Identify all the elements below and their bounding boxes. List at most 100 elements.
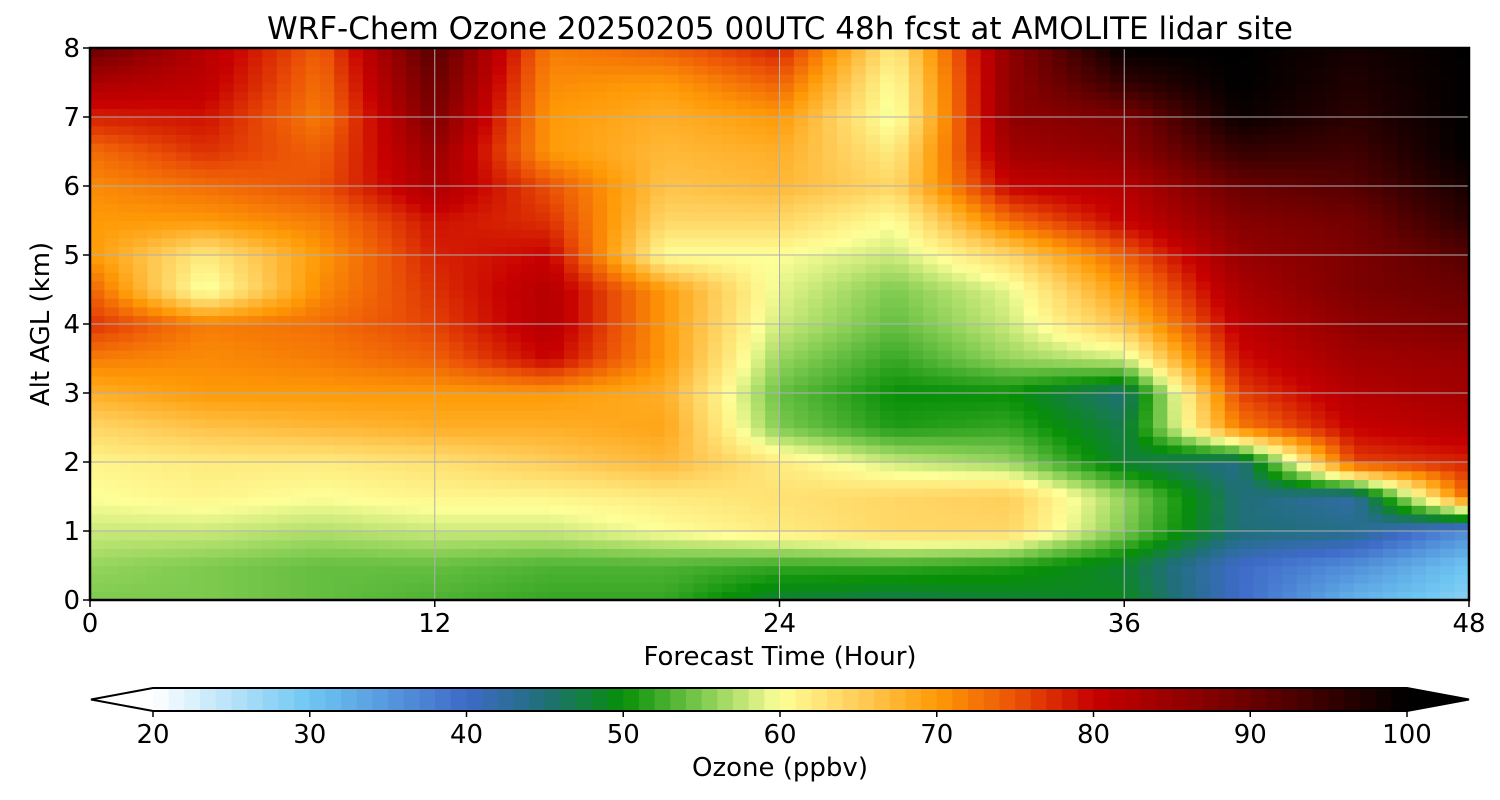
heatmap-cell: [391, 548, 407, 558]
heatmap-cell: [118, 160, 134, 170]
heatmap-cell: [1038, 263, 1054, 273]
heatmap-cell: [477, 556, 493, 567]
heatmap-cell: [291, 470, 307, 480]
heatmap-cell: [578, 186, 594, 196]
heatmap-cell: [736, 255, 752, 265]
heatmap-cell: [1454, 332, 1469, 342]
heatmap-cell: [664, 358, 680, 368]
heatmap-cell: [549, 436, 565, 446]
heatmap-cell: [836, 211, 853, 222]
heatmap-cell: [334, 393, 350, 403]
heatmap-cell: [1052, 194, 1068, 204]
heatmap-cell: [793, 229, 809, 239]
heatmap-cell: [549, 160, 565, 170]
heatmap-cell: [1009, 410, 1025, 420]
heatmap-cell: [1440, 160, 1456, 170]
heatmap-cell: [334, 436, 350, 446]
heatmap-cell: [1224, 255, 1240, 265]
heatmap-cell: [1210, 367, 1226, 377]
heatmap-cell: [1181, 151, 1197, 161]
heatmap-cell: [894, 289, 910, 299]
heatmap-cell: [1454, 177, 1469, 187]
heatmap-cell: [1224, 263, 1240, 273]
heatmap-cell: [1282, 548, 1298, 558]
heatmap-cell: [750, 565, 766, 575]
heatmap-cell: [592, 522, 608, 532]
heatmap-cell: [1181, 367, 1197, 377]
heatmap-cell: [362, 177, 378, 187]
heatmap-cell: [305, 168, 321, 179]
heatmap-cell: [664, 367, 680, 377]
heatmap-cell: [1009, 591, 1025, 600]
heatmap-cell: [1397, 582, 1413, 593]
heatmap-cell: [420, 358, 436, 368]
heatmap-cell: [894, 272, 910, 282]
heatmap-cell: [765, 186, 781, 196]
heatmap-cell: [1339, 556, 1355, 567]
heatmap-cell: [176, 591, 192, 600]
heatmap-cell: [1425, 470, 1441, 480]
heatmap-cell: [793, 574, 809, 584]
heatmap-cell: [262, 418, 278, 429]
heatmap-cell: [535, 444, 551, 455]
heatmap-cell: [1167, 255, 1183, 265]
heatmap-cell: [161, 211, 177, 222]
heatmap-cell: [693, 453, 709, 463]
heatmap-cell: [1339, 186, 1355, 196]
heatmap-cell: [276, 582, 292, 593]
heatmap-cell: [822, 384, 838, 394]
heatmap-cell: [549, 324, 565, 334]
heatmap-cell: [1440, 229, 1456, 239]
heatmap-cell: [994, 487, 1011, 498]
heatmap-cell: [305, 418, 321, 429]
heatmap-cell: [1425, 194, 1441, 204]
heatmap-cell: [1267, 349, 1283, 360]
heatmap-cell: [1066, 401, 1082, 411]
heatmap-cell: [362, 160, 378, 170]
heatmap-cell: [147, 513, 163, 524]
heatmap-cell: [319, 255, 335, 265]
heatmap-cell: [994, 479, 1011, 489]
heatmap-cell: [736, 237, 752, 248]
heatmap-cell: [549, 470, 565, 480]
heatmap-cell: [836, 513, 853, 524]
heatmap-cell: [334, 237, 350, 248]
heatmap-cell: [262, 513, 278, 524]
heatmap-cell: [923, 237, 939, 248]
heatmap-cell: [90, 513, 106, 524]
heatmap-cell: [147, 548, 163, 558]
heatmap-cell: [750, 375, 766, 386]
heatmap-cell: [966, 505, 982, 515]
heatmap-cell: [1038, 367, 1054, 377]
heatmap-cell: [994, 289, 1011, 299]
heatmap-cell: [793, 315, 809, 325]
heatmap-cell: [147, 556, 163, 567]
heatmap-cell: [1167, 393, 1183, 403]
heatmap-cell: [1310, 186, 1327, 196]
heatmap-cell: [994, 582, 1011, 593]
heatmap-cell: [851, 306, 867, 317]
heatmap-cell: [578, 358, 594, 368]
heatmap-cell: [1181, 194, 1197, 204]
heatmap-cell: [822, 315, 838, 325]
heatmap-cell: [291, 401, 307, 411]
heatmap-cell: [334, 539, 350, 549]
heatmap-cell: [1066, 272, 1082, 282]
heatmap-cell: [1454, 160, 1469, 170]
heatmap-cell: [994, 220, 1011, 230]
heatmap-cell: [1138, 263, 1154, 273]
heatmap-cell: [736, 375, 752, 386]
heatmap-cell: [923, 177, 939, 187]
heatmap-cell: [147, 496, 163, 506]
heatmap-cell: [233, 513, 249, 524]
heatmap-cell: [1224, 582, 1240, 593]
heatmap-cell: [1425, 349, 1441, 360]
heatmap-cell: [276, 229, 292, 239]
heatmap-cell: [1210, 513, 1226, 524]
heatmap-cell: [1310, 263, 1327, 273]
heatmap-cell: [980, 548, 996, 558]
heatmap-cell: [908, 505, 924, 515]
heatmap-cell: [1397, 289, 1413, 299]
heatmap-cell: [1382, 298, 1398, 308]
heatmap-cell: [161, 177, 177, 187]
